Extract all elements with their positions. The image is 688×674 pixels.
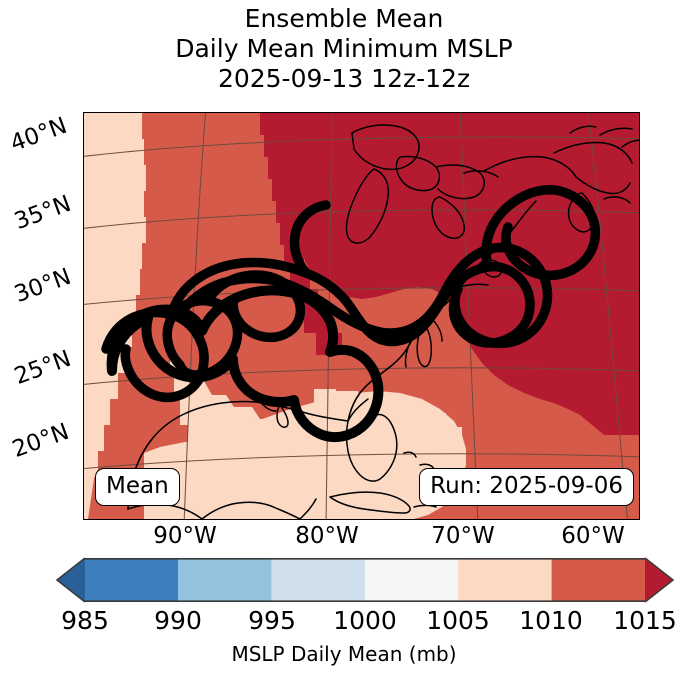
run-annotation-box: Run: 2025-09-06 [419,468,634,506]
colorbar-tick-990: 990 [154,606,202,635]
lat-tick-20N: 20°N [9,418,73,464]
colorbar-band-1005-1010 [458,558,552,602]
colorbar-tick-985: 985 [61,606,109,635]
highlight-contour-main [106,285,384,443]
colorbar-band-995-1000 [271,558,365,602]
colorbar-under-arrow [57,558,85,602]
fill-band-gulf-light [144,391,466,519]
colorbar-swatches [57,558,673,602]
title-line-3: 2025-09-13 12z-12z [217,64,471,93]
lon-tick-70W: 70°W [431,523,495,549]
mean-annotation-box: Mean [95,468,180,506]
colorbar-tick-1005: 1005 [426,606,490,635]
colorbar-tick-1000: 1000 [333,606,397,635]
graticule [84,113,639,519]
fill-step-gulf-light [314,389,462,445]
lon-tick-80W: 80°W [295,523,359,549]
page-title: Ensemble Mean Daily Mean Minimum MSLP 20… [0,4,688,94]
colorbar-axis-label: MSLP Daily Mean (mb) [231,642,457,666]
lat-tick-40N: 40°N [7,112,71,158]
colorbar-band-990-995 [178,558,272,602]
lat-tick-35N: 35°N [11,190,75,236]
lat-tick-25N: 25°N [11,345,75,391]
colorbar-tick-1015: 1015 [613,606,677,635]
map-plot-area: Mean Run: 2025-09-06 [83,112,640,520]
colorbar-band-985-990 [85,558,179,602]
colorbar-band-1000-1005 [364,558,459,602]
title-line-1: Ensemble Mean [244,4,444,33]
colorbar-outline [55,557,675,603]
lat-tick-30N: 30°N [11,263,75,309]
colorbar-band-1010-1015 [551,558,645,602]
colorbar: 985 990 995 1000 1005 1010 1015 MSLP Dai… [0,556,688,674]
colorbar-tick-995: 995 [248,606,296,635]
lon-tick-60W: 60°W [561,523,625,549]
run-annotation-label: Run: 2025-09-06 [430,473,623,499]
title-line-2: Daily Mean Minimum MSLP [175,34,513,63]
mean-annotation-label: Mean [106,473,169,499]
colorbar-over-arrow [645,558,673,602]
lon-tick-90W: 90°W [153,523,217,549]
colorbar-tick-1010: 1010 [519,606,583,635]
